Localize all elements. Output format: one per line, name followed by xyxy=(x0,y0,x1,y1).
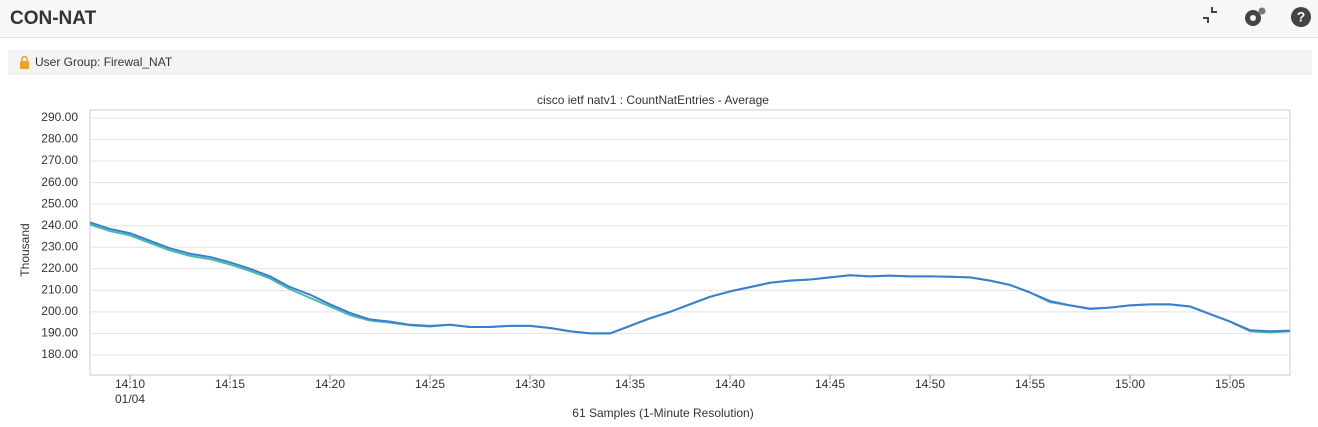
y-tick-label: 230.00 xyxy=(41,239,78,253)
y-tick-label: 290.00 xyxy=(41,110,78,124)
lock-icon xyxy=(20,55,29,69)
y-tick-label: 270.00 xyxy=(41,153,78,167)
y-tick-label: 250.00 xyxy=(41,196,78,210)
y-tick-label: 240.00 xyxy=(41,218,78,232)
x-tick-label: 15:05 xyxy=(1215,377,1245,391)
x-tick-label: 14:25 xyxy=(415,377,445,391)
x-tick-label: 14:55 xyxy=(1015,377,1045,391)
settings-icon[interactable] xyxy=(1245,7,1266,27)
y-tick-label: 280.00 xyxy=(41,132,78,146)
plot-frame xyxy=(89,109,1291,376)
y-tick-label: 180.00 xyxy=(41,347,78,361)
y-axis-title: Thousand xyxy=(18,223,32,276)
filter-text: User Group: Firewal_NAT xyxy=(35,55,173,69)
page-title: CON-NAT xyxy=(10,8,97,29)
y-tick-label: 260.00 xyxy=(41,175,78,189)
y-tick-label: 220.00 xyxy=(41,261,78,275)
series-line xyxy=(89,221,1291,335)
x-tick-label: 15:00 xyxy=(1115,377,1145,391)
help-icon[interactable]: ? xyxy=(1291,7,1311,27)
series-line xyxy=(89,223,1291,335)
x-tick-label: 14:45 xyxy=(815,377,845,391)
x-tick-label: 14:50 xyxy=(915,377,945,391)
x-tick-label: 14:10 xyxy=(115,377,145,391)
svg-text:?: ? xyxy=(1297,9,1306,25)
x-tick-label: 14:20 xyxy=(315,377,345,391)
y-tick-label: 190.00 xyxy=(41,326,78,340)
y-tick-label: 200.00 xyxy=(41,304,78,318)
x-tick-label: 14:35 xyxy=(615,377,645,391)
x-tick-label: 14:15 xyxy=(215,377,245,391)
y-tick-label: 210.00 xyxy=(41,283,78,297)
x-axis-title: 61 Samples (1-Minute Resolution) xyxy=(572,406,753,420)
collapse-icon[interactable] xyxy=(1203,7,1217,23)
header-bar xyxy=(0,0,1318,37)
chart-title: cisco ietf natv1 : CountNatEntries - Ave… xyxy=(537,93,769,107)
x-tick-label: 14:40 xyxy=(715,377,745,391)
x-tick-label: 14:30 xyxy=(515,377,545,391)
filter-bar xyxy=(8,50,1312,75)
x-date-label: 01/04 xyxy=(115,392,145,406)
